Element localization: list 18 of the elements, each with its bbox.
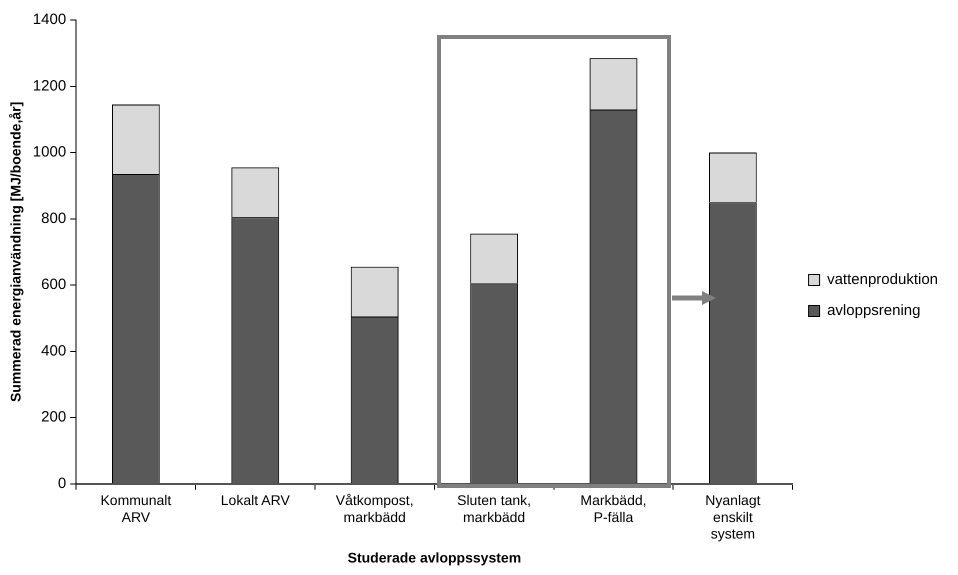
x-tick-label: Våtkompost, markbädd [336,492,414,525]
y-tick-label: 0 [58,474,66,492]
x-tick-label: Nyanlagt enskilt system [705,492,761,542]
y-tick-label: 1200 [32,77,66,94]
y-tick-label: 600 [41,276,66,294]
y-tick-label: 1400 [32,11,66,28]
legend-label: vattenproduktion [827,271,938,288]
y-tick-label: 400 [41,342,66,360]
y-tick-label: 200 [41,408,66,426]
x-tick-label: Sluten tank, markbädd [457,492,532,525]
y-tick-label: 800 [41,210,66,227]
x-tick-label: Markbädd, P-fälla [580,492,647,525]
legend-label: avloppsrening [827,302,920,320]
x-axis-title: Studerade avloppssystem [348,549,522,566]
x-tick-label: Kommunalt ARV [100,492,172,525]
x-tick-label: Lokalt ARV [220,492,290,508]
y-axis-title: Summerad energianvändning [MJ/boende,år] [7,102,24,402]
y-tick-label: 1000 [32,144,66,161]
